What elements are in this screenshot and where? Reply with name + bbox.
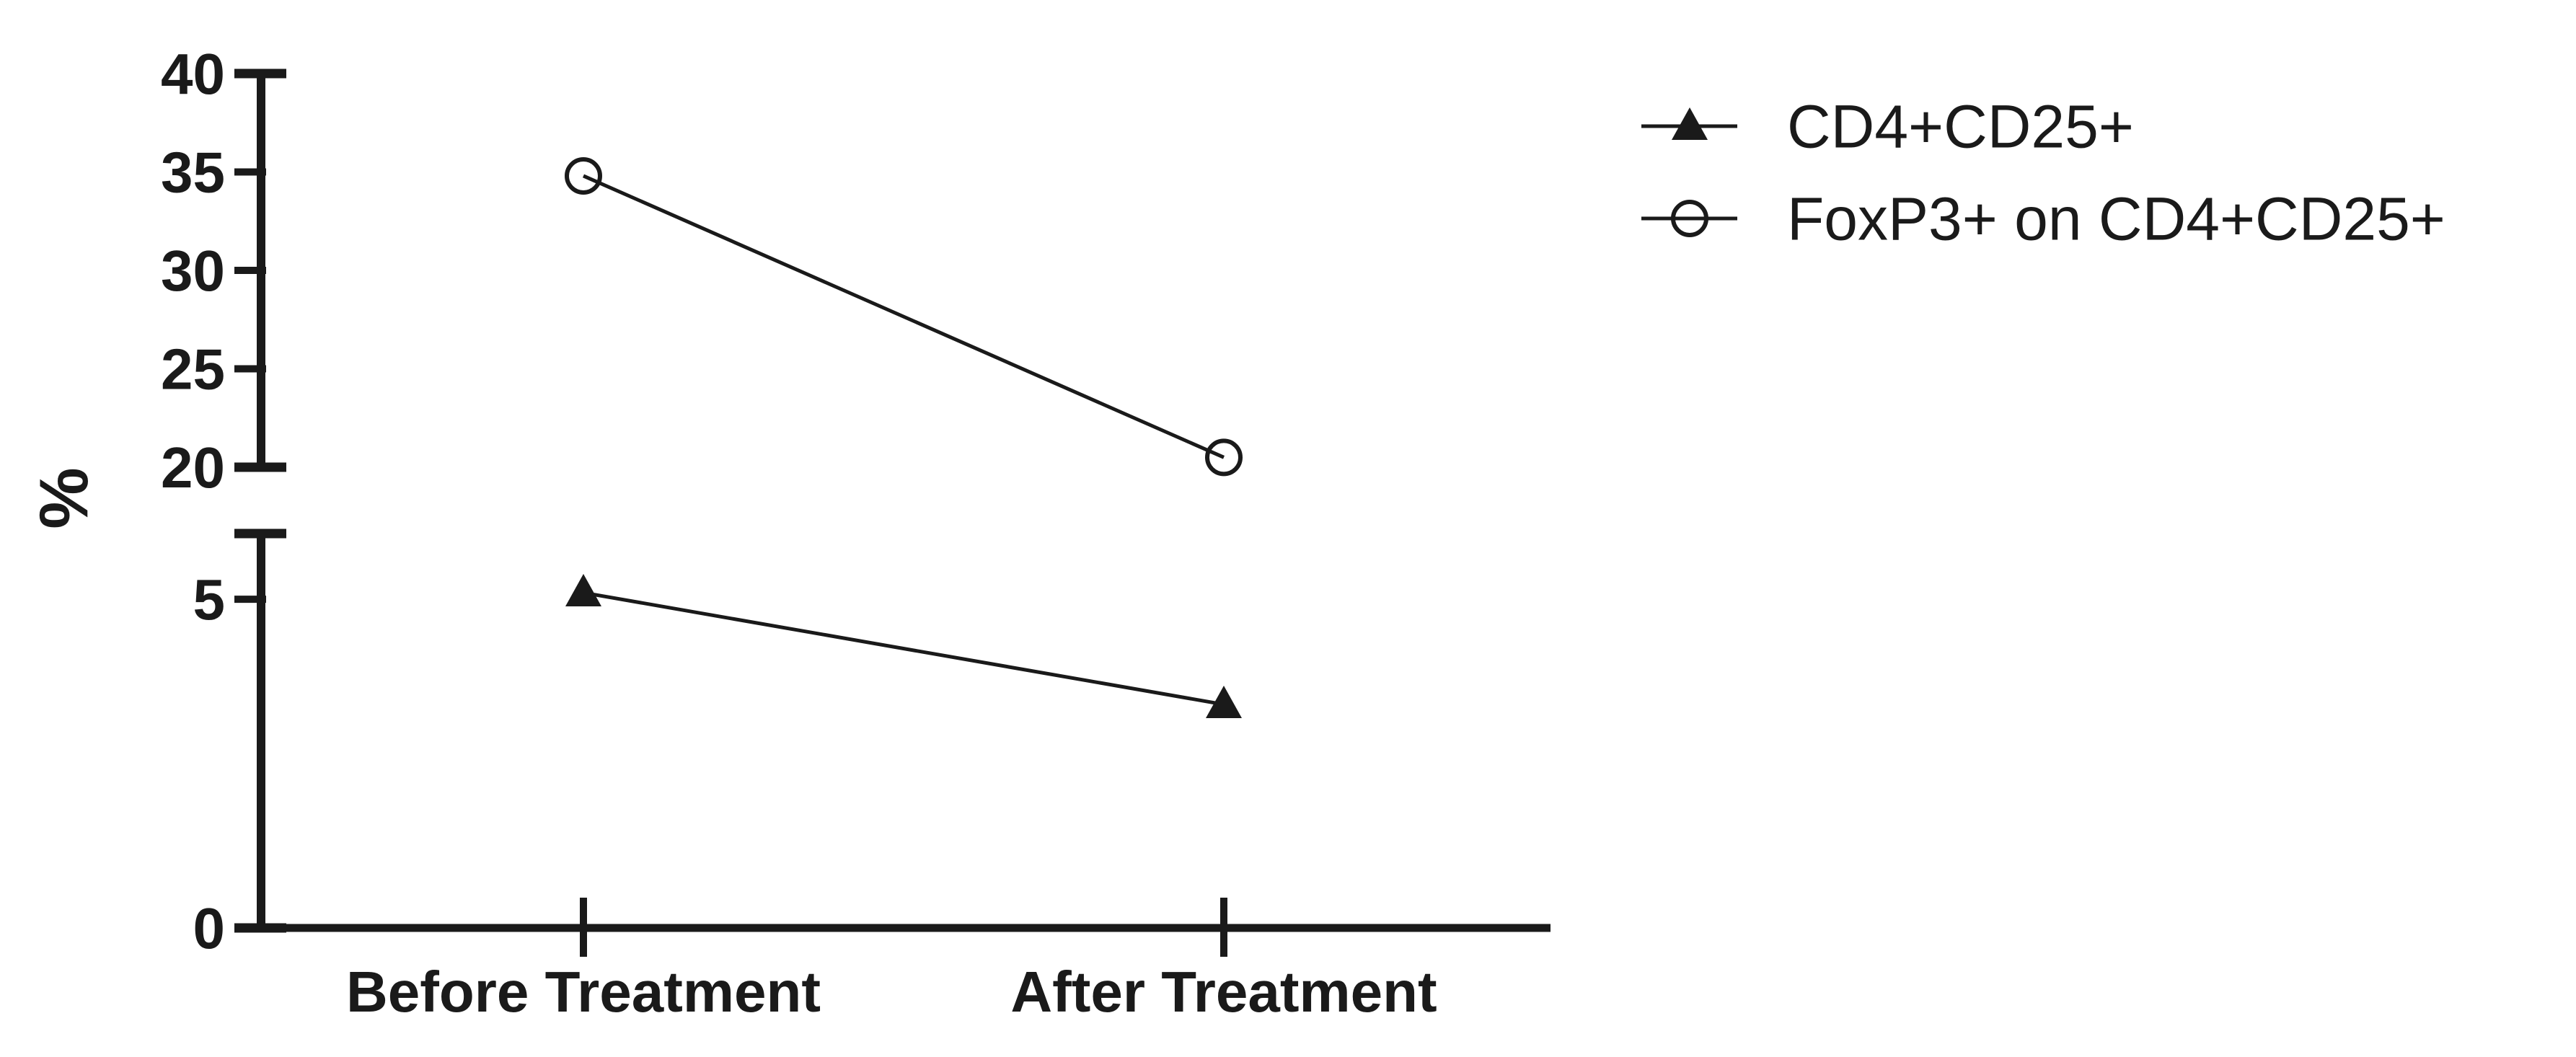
series-line-1 <box>582 174 1225 459</box>
y-tick-label: 35 <box>161 141 225 205</box>
legend-label: CD4+CD25+ <box>1787 92 2134 160</box>
x-category-label: Before Treatment <box>346 960 821 1024</box>
y-axis-segment-lower: 05 <box>193 528 286 960</box>
y-tick-label: 30 <box>161 239 225 303</box>
y-tick-label: 25 <box>161 337 225 402</box>
y-tick-label: 0 <box>193 896 226 960</box>
legend: CD4+CD25+ FoxP3+ on CD4+CD25+ <box>1641 92 2445 252</box>
legend-key-triangle-marker <box>1672 107 1708 140</box>
x-axis: Before Treatment After Treatment <box>235 898 1551 1024</box>
legend-label: FoxP3+ on CD4+CD25+ <box>1787 185 2445 252</box>
series-line-0 <box>583 591 1225 707</box>
series-0-point-0-triangle-marker <box>565 574 601 607</box>
series-0-point-1-triangle-marker <box>1206 686 1242 719</box>
series-0 <box>565 574 1242 719</box>
series-1-point-0-circle-marker <box>565 156 602 195</box>
legend-item-0: CD4+CD25+ <box>1641 92 2134 160</box>
legend-key-circle-marker <box>1671 200 1708 237</box>
y-tick-label: 20 <box>161 435 225 500</box>
y-tick-label: 40 <box>161 42 225 106</box>
legend-item-1: FoxP3+ on CD4+CD25+ <box>1641 185 2445 252</box>
y-tick-label: 5 <box>193 567 226 632</box>
series-1-point-1-circle-marker <box>1205 438 1243 477</box>
y-axis-title: % <box>26 467 103 528</box>
y-axis-segment-upper: 20 25 30 35 40 <box>161 42 286 500</box>
x-category-label: After Treatment <box>1010 960 1437 1024</box>
series-1 <box>565 156 1243 477</box>
